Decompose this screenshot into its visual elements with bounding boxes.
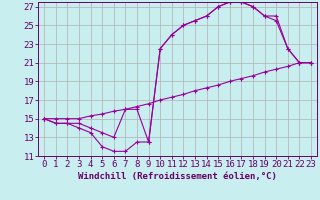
X-axis label: Windchill (Refroidissement éolien,°C): Windchill (Refroidissement éolien,°C) bbox=[78, 172, 277, 181]
